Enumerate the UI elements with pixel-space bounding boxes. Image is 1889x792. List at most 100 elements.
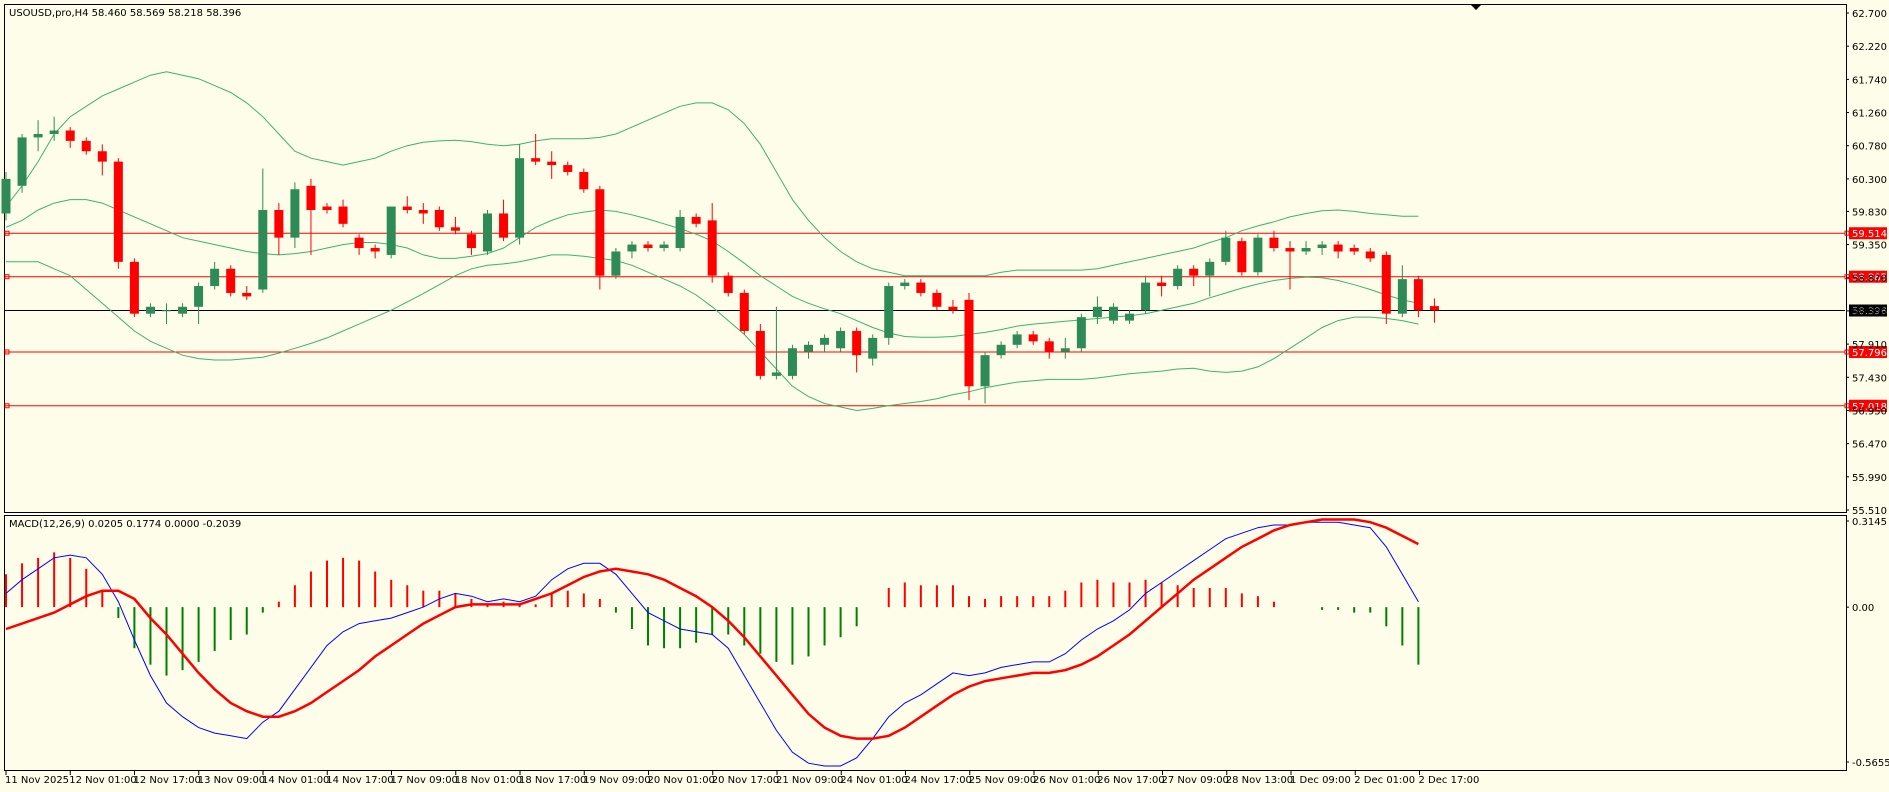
candle-body[interactable] [707,220,717,276]
candle-body[interactable] [434,210,444,228]
candle-body[interactable] [1221,237,1231,262]
candle-body[interactable] [194,286,204,307]
candle-body[interactable] [1,178,11,214]
time-tick-label: 20 Nov 17:00 [712,775,779,786]
candle-body[interactable] [771,372,781,376]
candle-body[interactable] [980,355,990,387]
candle-body[interactable] [1269,237,1279,249]
candle-body[interactable] [547,161,557,166]
candle-body[interactable] [1044,341,1054,352]
candle-body[interactable] [1205,261,1215,276]
level-handle-icon[interactable] [4,403,10,409]
candle-body[interactable] [611,251,621,276]
candle-body[interactable] [531,158,541,162]
candle-body[interactable] [1317,244,1327,249]
candle-body[interactable] [402,206,412,211]
candle-body[interactable] [1349,248,1359,252]
candle-body[interactable] [932,292,942,307]
candle-body[interactable] [1301,248,1311,252]
candle-body[interactable] [1237,241,1247,273]
candle-body[interactable] [386,206,396,255]
candle-body[interactable] [290,189,300,238]
candle-body[interactable] [579,171,589,190]
candle-body[interactable] [1060,348,1070,352]
candle-body[interactable] [643,244,653,249]
chart-shift-marker-icon[interactable] [1471,5,1481,10]
candle-body[interactable] [1173,268,1183,287]
candle-body[interactable] [1253,237,1263,273]
candle-body[interactable] [916,282,926,293]
level-handle-icon[interactable] [4,349,10,355]
candle-body[interactable] [338,206,348,224]
candle-body[interactable] [145,306,155,314]
candle-body[interactable] [1397,279,1407,314]
candle-body[interactable] [868,337,878,359]
candle-body[interactable] [242,292,252,297]
candle-body[interactable] [178,306,188,314]
level-handle-icon[interactable] [4,274,10,280]
candle-body[interactable] [258,210,268,290]
candle-body[interactable] [723,275,733,293]
candle-body[interactable] [306,185,316,211]
candle-body[interactable] [1413,279,1423,311]
candle-body[interactable] [515,158,525,238]
candle-body[interactable] [65,130,75,141]
candle-body[interactable] [884,286,894,338]
candle-body[interactable] [804,344,813,352]
candle-body[interactable] [1333,244,1343,252]
candle-body[interactable] [1381,254,1391,314]
candle-body[interactable] [274,210,284,238]
main-pane[interactable] [1,71,1850,412]
candle-body[interactable] [852,330,862,356]
candle-body[interactable] [354,237,364,249]
macd-pane[interactable] [5,518,1420,767]
candle-body[interactable] [996,344,1006,356]
candle-body[interactable] [1108,306,1118,321]
candle-body[interactable] [964,299,974,387]
candle-body[interactable] [499,213,509,238]
candle-body[interactable] [1092,306,1102,318]
candle-body[interactable] [450,227,460,231]
candle-body[interactable] [948,306,958,311]
candle-body[interactable] [787,348,797,376]
candle-body[interactable] [627,244,637,252]
candle-body[interactable] [1141,282,1151,311]
candle-body[interactable] [418,210,428,214]
candle-body[interactable] [33,133,43,138]
candle-body[interactable] [563,165,573,172]
level-price-label: 57.796 [1852,348,1887,359]
candle-body[interactable] [370,248,380,252]
candle-body[interactable] [1012,334,1022,345]
candle-body[interactable] [322,206,332,211]
candle-body[interactable] [675,216,685,249]
candle-body[interactable] [17,137,27,186]
candle-body[interactable] [129,261,139,314]
candle-body[interactable] [820,337,830,345]
candle-body[interactable] [691,216,701,224]
level-handle-icon[interactable] [4,230,10,236]
candle-body[interactable] [755,330,765,376]
candle-body[interactable] [900,282,910,287]
candle-body[interactable] [739,292,749,331]
candle-body[interactable] [483,213,492,252]
candle-body[interactable] [466,234,476,249]
candle-body[interactable] [595,189,605,276]
candle-body[interactable] [97,151,107,162]
candle-body[interactable] [1365,251,1375,259]
candle-body[interactable] [836,330,846,349]
candle-body[interactable] [1028,334,1038,342]
candle-body[interactable] [1285,248,1295,252]
candle-body[interactable] [1157,282,1167,287]
candle-body[interactable] [81,140,91,152]
candle-body[interactable] [1189,268,1199,276]
candle-body[interactable] [1429,306,1439,311]
candle-body[interactable] [49,130,59,134]
candle-body[interactable] [226,268,236,293]
candle-body[interactable] [162,310,171,312]
candle-body[interactable] [659,244,669,249]
candle-body[interactable] [1076,317,1086,349]
candle-body[interactable] [210,268,220,287]
candle-body[interactable] [1125,313,1134,321]
candle-body[interactable] [113,161,123,262]
